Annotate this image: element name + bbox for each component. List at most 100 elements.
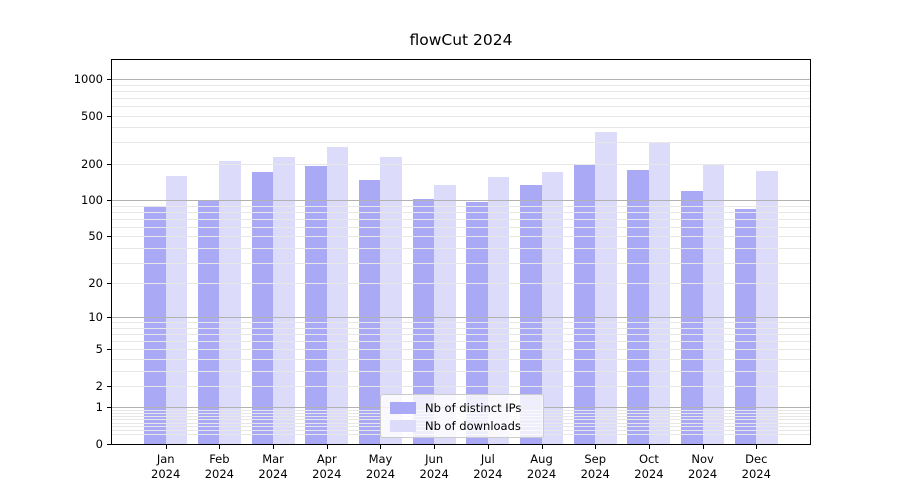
gridline-500 xyxy=(112,115,810,117)
bar-jun-downloads xyxy=(434,184,456,444)
bar-mar-downloads xyxy=(273,156,295,444)
legend-label-downloads: Nb of downloads xyxy=(425,419,521,433)
bar-may-distinct-ips xyxy=(358,180,381,444)
gridline-6 xyxy=(112,341,810,343)
x-tick-mark-dec xyxy=(756,445,758,449)
legend-row: Nb of distinct IPs xyxy=(381,399,543,417)
y-tick-label-10: 10 xyxy=(88,310,103,325)
x-tick-label-jul: Jul 2024 xyxy=(473,452,503,481)
gridline-9 xyxy=(112,322,810,324)
gridline-20 xyxy=(112,283,810,285)
plot-area: Nb of distinct IPs Nb of downloads xyxy=(112,60,810,444)
bar-sep-downloads xyxy=(595,132,617,444)
bar-jun-distinct-ips xyxy=(412,198,435,444)
y-tick-label-2: 2 xyxy=(95,378,103,393)
x-tick-mark-nov xyxy=(702,445,704,449)
y-tick-label-1000: 1000 xyxy=(73,72,103,86)
gridline-600 xyxy=(112,105,810,107)
bar-aug-distinct-ips xyxy=(520,185,542,444)
bar-jul-downloads xyxy=(487,176,510,444)
x-tick-label-aug: Aug 2024 xyxy=(526,452,557,481)
x-tick-label-apr: Apr 2024 xyxy=(312,452,342,481)
y-tick-mark-1 xyxy=(107,407,111,409)
bar-apr-downloads xyxy=(326,147,349,444)
x-tick-mark-may xyxy=(380,445,382,449)
bar-nov-distinct-ips xyxy=(681,190,703,444)
legend-swatch-distinct-ips xyxy=(390,402,416,414)
gridline-4 xyxy=(112,358,810,360)
bar-nov-downloads xyxy=(702,164,725,444)
gridline-90 xyxy=(112,205,810,207)
x-tick-mark-oct xyxy=(648,445,650,449)
x-tick-label-nov: Nov 2024 xyxy=(687,452,718,481)
y-tick-mark-5 xyxy=(107,349,111,351)
gridline-50 xyxy=(112,236,810,238)
gridline-100 xyxy=(112,200,810,202)
gridline-400 xyxy=(112,127,810,129)
bar-jan-downloads xyxy=(165,175,188,444)
y-tick-mark-100 xyxy=(107,200,111,202)
gridline-900 xyxy=(112,84,810,86)
gridline-70 xyxy=(112,218,810,220)
gridline-10 xyxy=(112,317,810,319)
y-tick-label-100: 100 xyxy=(81,193,103,208)
x-tick-label-mar: Mar 2024 xyxy=(258,452,288,481)
x-tick-mark-aug xyxy=(541,445,543,449)
bar-aug-downloads xyxy=(541,171,563,444)
gridline-30 xyxy=(112,262,810,264)
legend-swatch-downloads xyxy=(390,420,416,432)
bar-mar-distinct-ips xyxy=(251,171,274,444)
gridline-2 xyxy=(112,385,810,387)
x-tick-mark-mar xyxy=(273,445,275,449)
bar-oct-distinct-ips xyxy=(627,169,649,444)
gridline-40 xyxy=(112,247,810,249)
x-tick-mark-jul xyxy=(487,445,489,449)
y-tick-label-200: 200 xyxy=(81,156,103,171)
bar-apr-distinct-ips xyxy=(305,165,327,444)
y-tick-mark-200 xyxy=(107,163,111,165)
legend-label-distinct-ips: Nb of distinct IPs xyxy=(425,401,522,415)
gridline-7 xyxy=(112,334,810,336)
gridline-3 xyxy=(112,370,810,372)
gridline-8 xyxy=(112,327,810,329)
gridline-60 xyxy=(112,226,810,228)
y-tick-label-5: 5 xyxy=(95,342,103,357)
x-tick-label-jan: Jan 2024 xyxy=(151,452,181,481)
x-tick-mark-jan xyxy=(165,445,167,449)
bar-may-downloads xyxy=(380,157,402,444)
x-tick-mark-jun xyxy=(434,445,436,449)
y-tick-label-1: 1 xyxy=(95,400,103,415)
legend: Nb of distinct IPs Nb of downloads xyxy=(380,394,544,438)
bar-sep-distinct-ips xyxy=(573,164,596,444)
x-tick-label-sep: Sep 2024 xyxy=(580,452,610,481)
y-tick-label-20: 20 xyxy=(88,276,103,291)
bar-oct-downloads xyxy=(648,141,671,444)
y-tick-mark-10 xyxy=(107,317,111,319)
bar-jan-distinct-ips xyxy=(144,207,166,444)
x-tick-label-oct: Oct 2024 xyxy=(634,452,664,481)
y-tick-mark-20 xyxy=(107,283,111,285)
bar-dec-distinct-ips xyxy=(734,209,757,444)
y-tick-mark-500 xyxy=(107,115,111,117)
legend-row: Nb of downloads xyxy=(381,417,543,435)
y-tick-label-500: 500 xyxy=(81,108,103,123)
gridline-1000 xyxy=(112,79,810,80)
y-tick-mark-2 xyxy=(107,385,111,387)
y-tick-mark-1000 xyxy=(107,79,111,80)
y-tick-label-50: 50 xyxy=(88,229,103,244)
gridline-800 xyxy=(112,90,810,92)
gridline-5 xyxy=(112,349,810,351)
bar-feb-downloads xyxy=(219,161,241,444)
x-tick-mark-feb xyxy=(219,445,221,449)
x-tick-mark-sep xyxy=(595,445,597,449)
gridline-200 xyxy=(112,163,810,165)
gridline-300 xyxy=(112,142,810,144)
x-tick-label-jun: Jun 2024 xyxy=(419,452,449,481)
x-tick-label-may: May 2024 xyxy=(365,452,396,481)
chart-title: flowCut 2024 xyxy=(409,31,513,49)
y-tick-mark-0 xyxy=(107,444,111,445)
gridline-80 xyxy=(112,211,810,213)
gridline-700 xyxy=(112,97,810,99)
x-tick-label-feb: Feb 2024 xyxy=(204,452,235,481)
